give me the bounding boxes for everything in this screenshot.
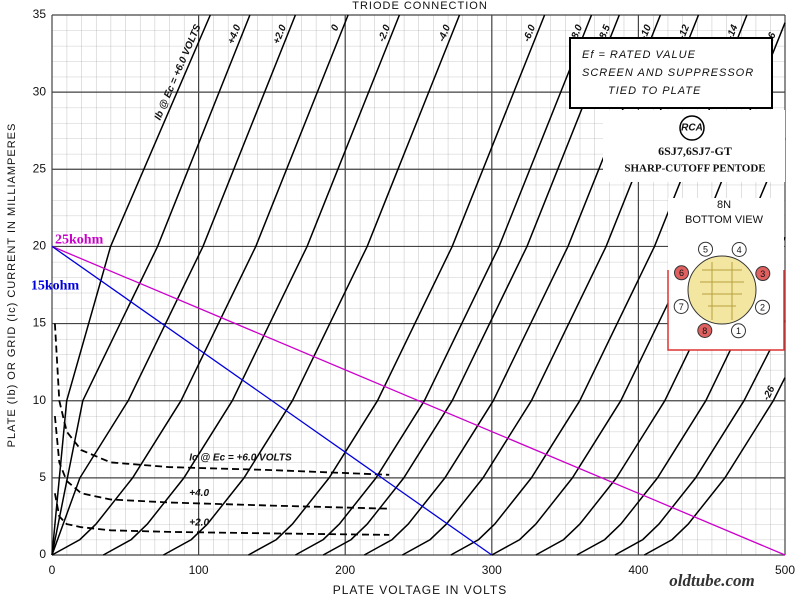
- curve: [54, 493, 390, 536]
- curve: [322, 14, 620, 556]
- curve: [614, 320, 786, 556]
- curve: [402, 14, 700, 556]
- curve: [450, 14, 748, 556]
- x-axis-label: PLATE VOLTAGE IN VOLTS: [333, 583, 507, 597]
- pin-circle: [673, 265, 689, 281]
- pin-circle: [730, 323, 746, 339]
- curve: [363, 14, 662, 556]
- x-tick-label: 100: [189, 563, 209, 577]
- y-tick-label: 15: [33, 316, 47, 330]
- curve: [295, 14, 593, 556]
- base-outline: [667, 270, 785, 351]
- curve: [54, 416, 390, 510]
- y-tick-label: 30: [33, 84, 47, 98]
- pin-number: 3: [760, 269, 765, 279]
- curve: [248, 14, 546, 556]
- pin-number: 4: [737, 245, 742, 255]
- curve: [51, 14, 211, 556]
- curve-label: +2.0: [189, 517, 209, 528]
- pin-number: 2: [760, 303, 765, 313]
- load-line: [51, 245, 786, 556]
- load-line: [51, 245, 493, 556]
- pin-circle: [673, 298, 689, 314]
- x-tick-label: 400: [628, 563, 648, 577]
- base-code: 8N: [717, 199, 731, 211]
- notes-box: Ef = RATED VALUE SCREEN AND SUPPRESSOR T…: [569, 37, 773, 109]
- watermark: oldtube.com: [669, 571, 754, 590]
- tube-base: [687, 255, 757, 325]
- electrodes: [700, 262, 744, 320]
- curve: [51, 14, 297, 556]
- curve-label: -12: [676, 23, 692, 41]
- pin-number: 5: [703, 245, 708, 255]
- y-tick-label: 20: [33, 239, 47, 253]
- pin-number: 6: [679, 268, 684, 278]
- pin-number: 1: [736, 326, 741, 336]
- curve-label: -10: [638, 23, 654, 41]
- curve: [51, 14, 349, 556]
- curve-label: +4.0: [189, 488, 209, 499]
- tube-model: 6SJ7,6SJ7-GT: [658, 144, 732, 158]
- curve: [576, 236, 786, 556]
- curve: [163, 14, 461, 556]
- x-tick-label: 200: [335, 563, 355, 577]
- curve: [643, 377, 786, 556]
- curve: [102, 14, 401, 556]
- y-tick-label: 10: [33, 393, 47, 407]
- curve: [54, 323, 390, 476]
- x-tick-label: 0: [49, 563, 56, 577]
- chart-title: TRIODE CONNECTION: [352, 0, 488, 12]
- brand: RCA: [681, 123, 703, 134]
- load-line-label: 25kohm: [55, 233, 104, 248]
- tube-description: SHARP-CUTOFF PENTODE: [624, 163, 765, 175]
- curve-label: 0: [329, 23, 341, 33]
- tube-id: RCA 6SJ7,6SJ7-GT SHARP-CUTOFF PENTODE: [603, 110, 785, 182]
- pin-circle: [731, 241, 747, 257]
- base-view: BOTTOM VIEW: [685, 214, 764, 226]
- y-tick-label: 25: [33, 161, 47, 175]
- y-axis-label: PLATE (Ib) OR GRID (Ic) CURRENT IN MILLI…: [6, 123, 18, 448]
- y-tick-label: 35: [33, 7, 47, 21]
- base-diagram: 8N BOTTOM VIEW 1 2 3 4 5 6 7 8: [667, 198, 785, 351]
- logo-ring: [679, 115, 705, 141]
- y-tick-label: 0: [39, 547, 46, 561]
- curve: [51, 14, 251, 556]
- x-tick-label: 500: [775, 563, 795, 577]
- x-tick-label: 300: [482, 563, 502, 577]
- note: TIED TO PLATE: [608, 85, 701, 97]
- y-tick-label: 5: [39, 470, 46, 484]
- curve-label: -14: [725, 23, 741, 41]
- pin-circle: [755, 299, 771, 315]
- pin-circle: [755, 266, 771, 282]
- note: SCREEN AND SUPPRESSOR: [582, 67, 754, 79]
- curve-label: Ic @ Ec = +6.0 VOLTS: [189, 453, 292, 464]
- pin-number: 8: [702, 326, 707, 336]
- pin-circle: [698, 241, 714, 257]
- notes-frame: [569, 37, 773, 109]
- load-line-label: 15kohm: [31, 279, 80, 294]
- pin-circle: [697, 323, 713, 339]
- note: Ef = RATED VALUE: [582, 49, 696, 61]
- pin-number: 7: [679, 302, 684, 312]
